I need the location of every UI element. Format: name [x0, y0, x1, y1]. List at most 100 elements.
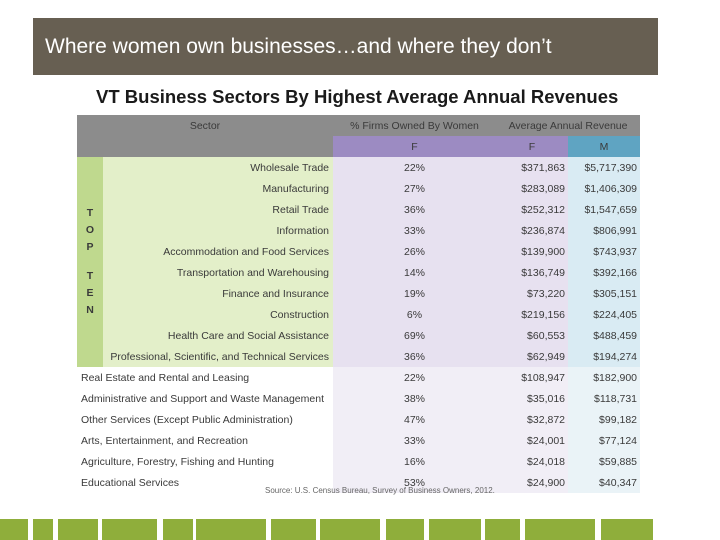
pct-women-cell: 69%: [333, 325, 497, 346]
pct-women-cell: 22%: [333, 157, 497, 178]
slide-title: Where women own businesses…and where the…: [45, 35, 552, 58]
top-label: T O P: [85, 207, 95, 253]
revenue-m-cell: $488,459: [568, 325, 641, 346]
sector-cell: Manufacturing: [103, 178, 334, 199]
revenue-f-cell: $139,900: [496, 241, 569, 262]
footer-segment: [98, 519, 102, 540]
footer-segment: [53, 519, 58, 540]
footer-segment: [520, 519, 525, 540]
footer-segment: [193, 519, 196, 540]
header-average-revenue: Average Annual Revenue: [496, 115, 641, 136]
revenue-f-cell: $136,749: [496, 262, 569, 283]
table-subheader-row: F F M: [77, 136, 641, 157]
subheader-revenue-m: M: [568, 136, 641, 157]
revenue-m-cell: $5,717,390: [568, 157, 641, 178]
revenue-m-cell: $1,406,309: [568, 178, 641, 199]
table-row: Manufacturing 27% $283,089 $1,406,309: [77, 178, 641, 199]
footer-segment: [595, 519, 601, 540]
footer-segment: [481, 519, 485, 540]
sector-cell: Agriculture, Forestry, Fishing and Hunti…: [77, 451, 334, 472]
revenue-m-cell: $118,731: [568, 388, 641, 409]
slide-title-bar: Where women own businesses…and where the…: [33, 18, 658, 75]
pct-women-cell: 26%: [333, 241, 497, 262]
footer-segment: [58, 519, 98, 540]
pct-women-cell: 16%: [333, 451, 497, 472]
footer-segment: [33, 519, 53, 540]
revenue-m-cell: $1,547,659: [568, 199, 641, 220]
pct-women-cell: 6%: [333, 304, 497, 325]
sector-cell: Educational Services: [77, 472, 334, 493]
revenue-m-cell: $40,347: [568, 472, 641, 493]
footer-segment: [380, 519, 386, 540]
sector-cell: Other Services (Except Public Administra…: [77, 409, 334, 430]
revenue-f-cell: $32,872: [496, 409, 569, 430]
revenue-m-cell: $806,991: [568, 220, 641, 241]
revenue-f-cell: $35,016: [496, 388, 569, 409]
table-row: Accommodation and Food Services 26% $139,9…: [77, 241, 641, 262]
footer-segment: [525, 519, 595, 540]
header-sector: Sector: [77, 115, 334, 136]
table-row: T O P T E N Wholesale Trade 22% $371,863 $5,7…: [77, 157, 641, 367]
revenue-m-cell: $194,274: [568, 346, 641, 367]
footer-segment: [386, 519, 424, 540]
pct-women-cell: 38%: [333, 388, 497, 409]
table-title: VT Business Sectors By Highest Average A…: [96, 86, 619, 107]
revenue-m-cell: $59,885: [568, 451, 641, 472]
revenue-m-cell: $224,405: [568, 304, 641, 325]
revenue-f-cell: $62,949: [496, 346, 569, 367]
footer-segment: [196, 519, 266, 540]
footer-segment: [102, 519, 157, 540]
table-row: Other Services (Except Public Administra…: [77, 409, 641, 430]
footer-segment: [266, 519, 271, 540]
revenue-f-cell: $283,089: [496, 178, 569, 199]
header-pct-women: % Firms Owned By Women: [333, 115, 497, 136]
table-row: Information 33% $236,874 $806,991: [77, 220, 641, 241]
footer-segment: [485, 519, 520, 540]
sector-cell: Real Estate and Rental and Leasing: [77, 367, 334, 388]
table-row: Transportation and Warehousing 14% $136,74…: [77, 262, 641, 283]
pct-women-cell: 14%: [333, 262, 497, 283]
footer-segment: [157, 519, 163, 540]
sector-cell: Health Care and Social Assistance: [103, 325, 334, 346]
table-row: Construction 6% $219,156 $224,405: [77, 304, 641, 325]
table-row: Real Estate and Rental and Leasing 22% $10…: [77, 367, 641, 388]
table-row: Finance and Insurance 19% $73,220 $305,151: [77, 283, 641, 304]
sector-cell: Finance and Insurance: [103, 283, 334, 304]
table-row: Health Care and Social Assistance 69% $60,…: [77, 325, 641, 346]
sector-cell: Retail Trade: [103, 199, 334, 220]
revenue-m-cell: $77,124: [568, 430, 641, 451]
sector-cell: Information: [103, 220, 334, 241]
table-row: Agriculture, Forestry, Fishing and Hunti…: [77, 451, 641, 472]
pct-women-cell: 36%: [333, 346, 497, 367]
pct-women-cell: 33%: [333, 220, 497, 241]
revenue-f-cell: $236,874: [496, 220, 569, 241]
footer-segment: [429, 519, 481, 540]
revenue-m-cell: $182,900: [568, 367, 641, 388]
revenue-f-cell: $24,001: [496, 430, 569, 451]
table-header-row: Sector % Firms Owned By Women Average An…: [77, 115, 641, 136]
sector-cell: Transportation and Warehousing: [103, 262, 334, 283]
table-row: Arts, Entertainment, and Recreation 33% $2…: [77, 430, 641, 451]
footer-stripe: [0, 519, 720, 540]
sector-cell: Accommodation and Food Services: [103, 241, 334, 262]
sector-cell: Arts, Entertainment, and Recreation: [77, 430, 334, 451]
ten-label: T E N: [86, 270, 94, 316]
revenue-f-cell: $219,156: [496, 304, 569, 325]
revenue-f-cell: $24,018: [496, 451, 569, 472]
revenue-m-cell: $305,151: [568, 283, 641, 304]
table-row: Retail Trade 36% $252,312 $1,547,659: [77, 199, 641, 220]
footer-segment: [316, 519, 320, 540]
revenue-m-cell: $743,937: [568, 241, 641, 262]
revenue-f-cell: $108,947: [496, 367, 569, 388]
pct-women-cell: 27%: [333, 178, 497, 199]
sector-cell: Administrative and Support and Waste Man…: [77, 388, 334, 409]
sector-cell: Construction: [103, 304, 334, 325]
footer-segment: [320, 519, 380, 540]
pct-women-cell: 22%: [333, 367, 497, 388]
sector-cell: Wholesale Trade: [103, 157, 334, 178]
pct-women-cell: 36%: [333, 199, 497, 220]
revenue-f-cell: $371,863: [496, 157, 569, 178]
source-note: Source: U.S. Census Bureau, Survey of Bu…: [265, 486, 495, 495]
revenue-m-cell: $99,182: [568, 409, 641, 430]
